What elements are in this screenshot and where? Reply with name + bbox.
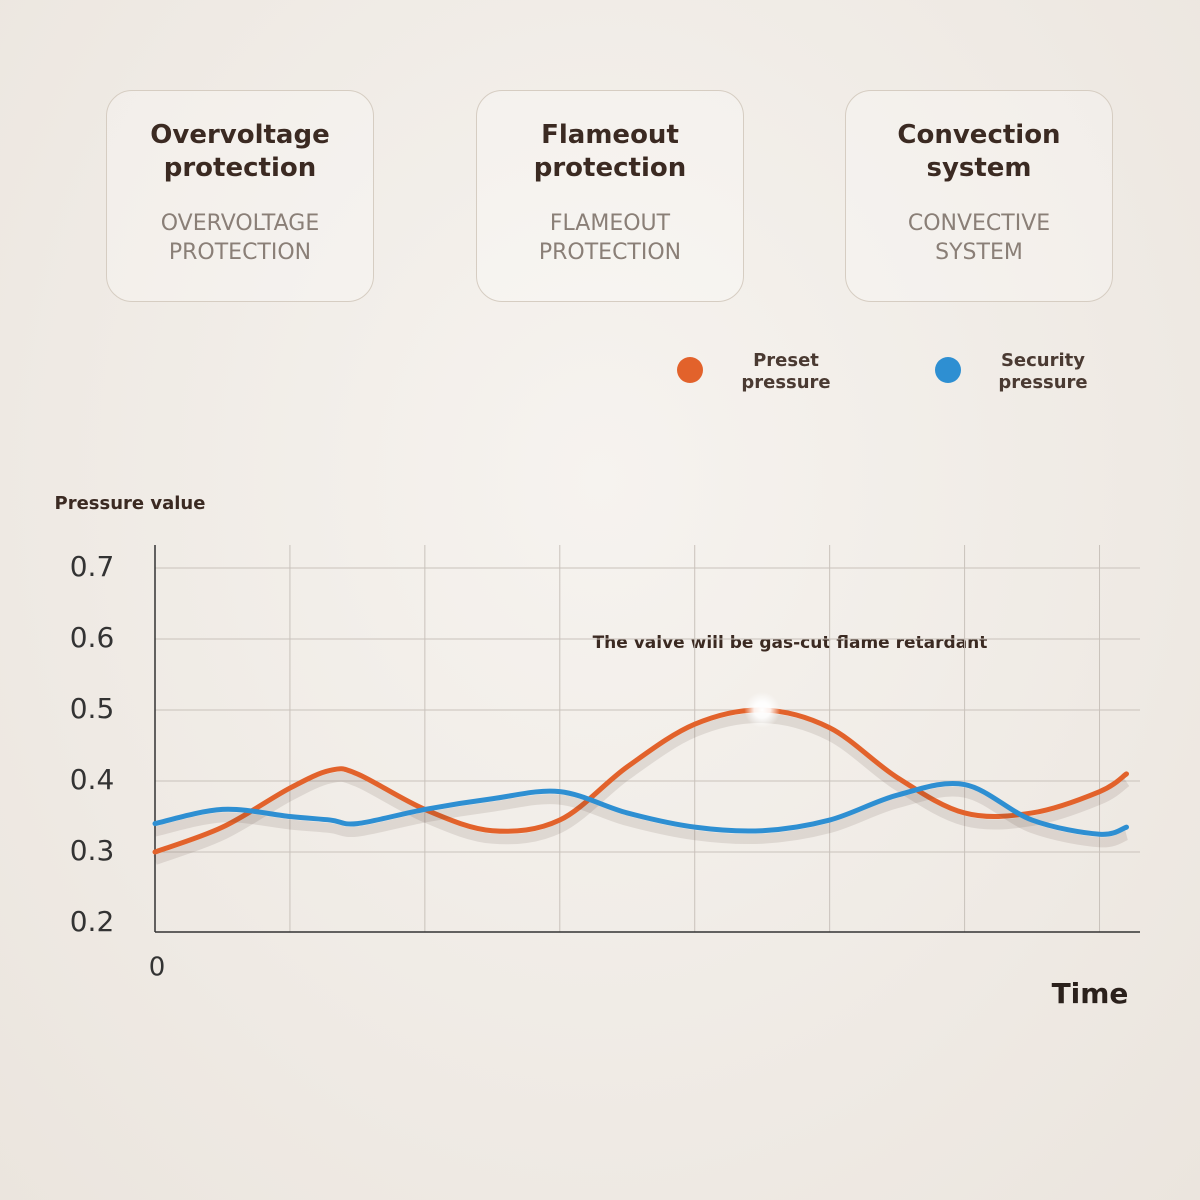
feature-card: Flameout protection FLAMEOUT PROTECTION bbox=[476, 90, 744, 302]
y-tick-label: 0.7 bbox=[70, 550, 115, 583]
y-tick-label: 0.4 bbox=[70, 763, 115, 796]
legend-label: Security pressure bbox=[998, 350, 1088, 393]
y-tick-label: 0.5 bbox=[70, 692, 115, 725]
card-subtitle: OVERVOLTAGE PROTECTION bbox=[160, 211, 320, 265]
card-subtitle: CONVECTIVE SYSTEM bbox=[907, 211, 1051, 265]
card-subtitle: FLAMEOUT PROTECTION bbox=[538, 211, 682, 265]
feature-card: Overvoltage protection OVERVOLTAGE PROTEC… bbox=[106, 90, 374, 302]
y-tick-label: 0.6 bbox=[70, 621, 115, 654]
card-title: Overvoltage protection bbox=[150, 120, 330, 183]
card-title: Convection system bbox=[897, 120, 1061, 183]
legend-dot bbox=[677, 357, 703, 383]
line-shadow bbox=[153, 712, 1130, 865]
y-tick-label: 0.3 bbox=[70, 834, 115, 867]
x-axis-label: Time bbox=[1052, 977, 1129, 1010]
card-title: Flameout protection bbox=[533, 120, 687, 183]
y-tick-label: 0.2 bbox=[70, 905, 115, 938]
series-line bbox=[152, 707, 1130, 855]
legend-dot bbox=[935, 357, 961, 383]
y-axis-label: Pressure value bbox=[55, 493, 206, 514]
feature-card: Convection system CONVECTIVE SYSTEM bbox=[845, 90, 1113, 302]
x-tick-label: 0 bbox=[149, 953, 166, 983]
annotation: The valve will be gas-cut flame retardan… bbox=[593, 633, 988, 653]
legend-label: Preset pressure bbox=[741, 350, 831, 393]
series-line bbox=[152, 781, 1130, 837]
line-shadow bbox=[153, 786, 1129, 848]
peak-glow bbox=[744, 692, 781, 728]
